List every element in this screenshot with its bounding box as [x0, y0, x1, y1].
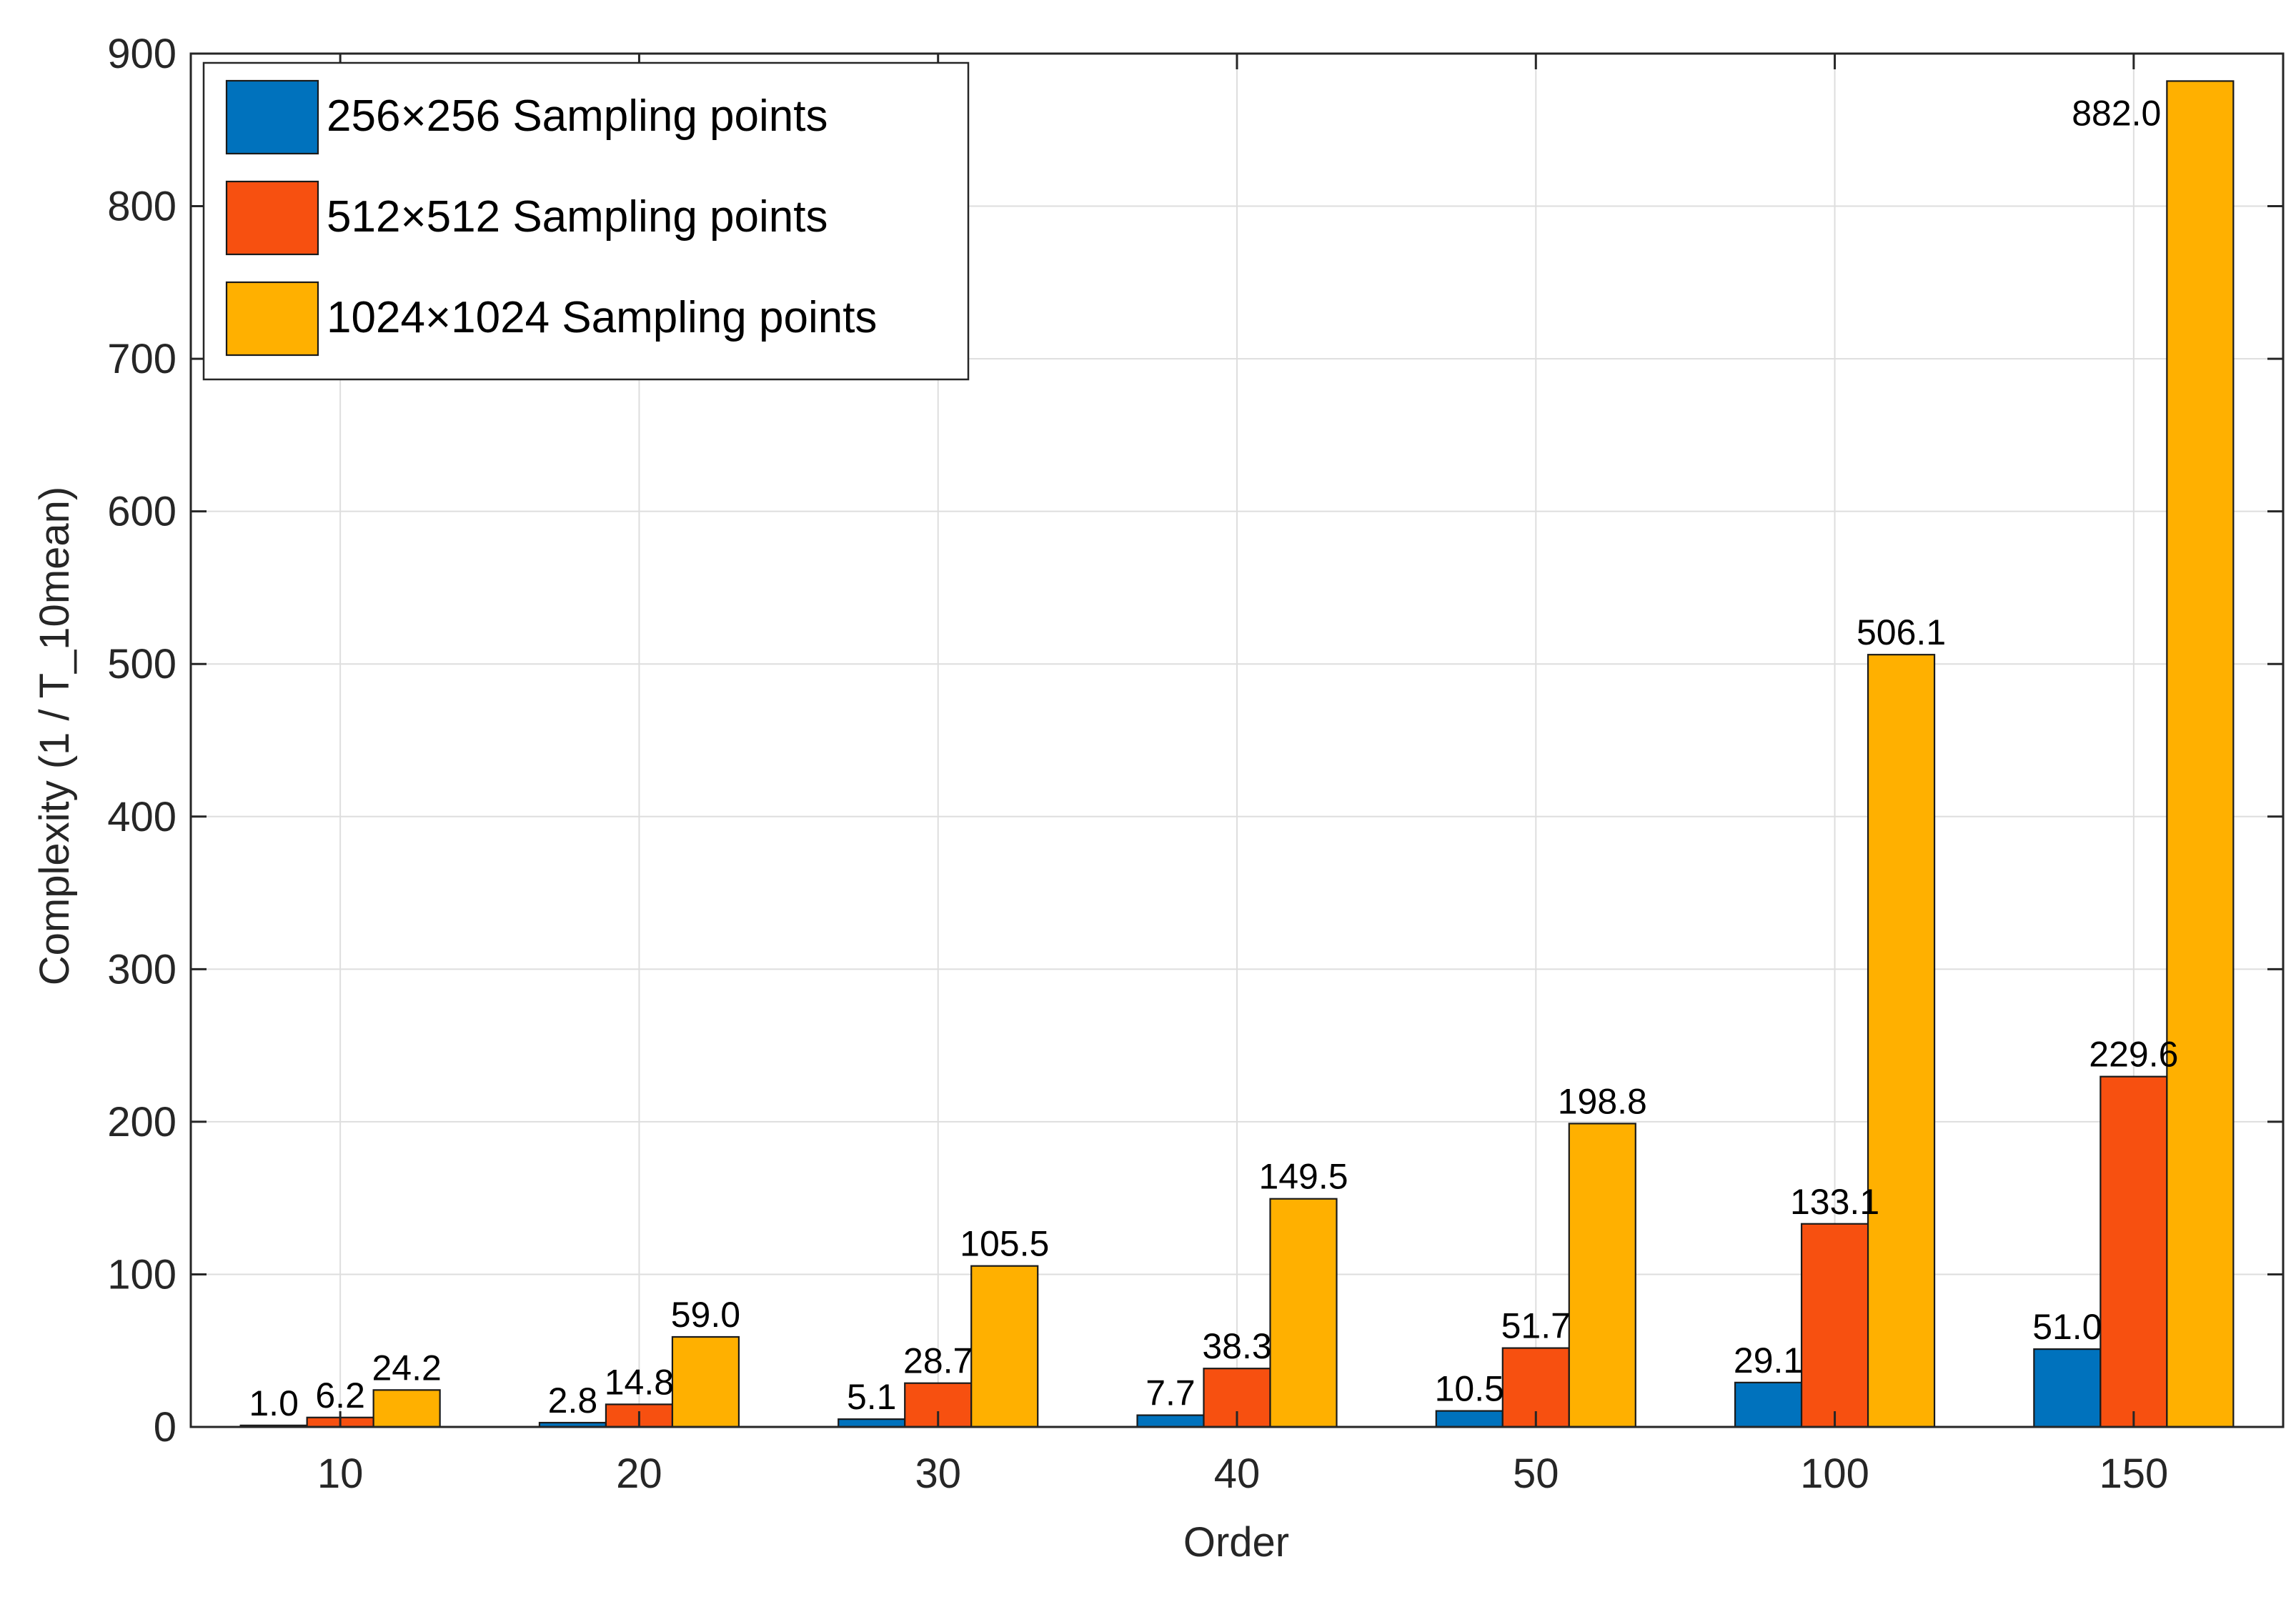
- legend-box: [202, 61, 970, 381]
- bar-series-3: [1568, 1123, 1636, 1428]
- data-label: 24.2: [372, 1348, 441, 1388]
- data-label: 59.0: [671, 1295, 740, 1335]
- y-tick-label: 600: [107, 489, 177, 535]
- bar-series-1: [1734, 1381, 1803, 1428]
- data-labels: 1.0 6.224.2 2.8 14.8 59.0 5.128.7 105.5 7.738.3…: [249, 93, 2178, 1423]
- y-tick-label: 400: [107, 794, 177, 840]
- legend-entry: 256×256 Sampling points: [327, 91, 828, 141]
- y-tick-label: 100: [107, 1251, 177, 1298]
- data-label: 51.0: [2032, 1307, 2102, 1347]
- x-tick-label: 150: [2099, 1451, 2168, 1497]
- bar-series-2: [1800, 1223, 1869, 1428]
- bar-series-1: [1435, 1410, 1504, 1428]
- y-tick-label: 300: [107, 946, 177, 992]
- y-tick-label: 800: [107, 184, 177, 230]
- bar-series-3: [671, 1335, 740, 1428]
- x-tick-label: 10: [317, 1451, 364, 1497]
- data-label: 7.7: [1145, 1373, 1196, 1413]
- y-axis-title: Complexity (1 / T_10mean): [31, 487, 78, 985]
- bar-series-3: [970, 1265, 1039, 1428]
- x-tick-label: 50: [1513, 1451, 1559, 1497]
- data-label: 133.1: [1790, 1182, 1879, 1222]
- bar-series-3: [1867, 654, 1936, 1428]
- data-label: 38.3: [1202, 1326, 1271, 1366]
- data-label: 29.1: [1734, 1340, 1803, 1380]
- y-tick-label: 700: [107, 336, 177, 382]
- bar-series-1: [1136, 1414, 1205, 1428]
- data-label: 28.7: [903, 1341, 973, 1381]
- data-label: 1.0: [249, 1383, 299, 1423]
- x-axis-title: Order: [1183, 1519, 1289, 1566]
- legend-entry: 1024×1024 Sampling points: [327, 293, 877, 342]
- data-label: 149.5: [1258, 1157, 1348, 1197]
- data-label: 51.7: [1501, 1306, 1571, 1346]
- bar-series-1: [838, 1418, 906, 1428]
- plot-frame: [189, 52, 2285, 1428]
- data-label: 105.5: [960, 1224, 1049, 1264]
- x-tick-label: 100: [1800, 1451, 1869, 1497]
- bar-series-3: [2166, 80, 2235, 1428]
- data-label: 229.6: [2089, 1035, 2178, 1075]
- bar-series-3: [372, 1389, 441, 1428]
- data-label: 506.1: [1857, 612, 1946, 652]
- data-label: 6.2: [315, 1375, 365, 1416]
- y-tick-label: 900: [107, 31, 177, 77]
- legend-swatch: [225, 281, 319, 357]
- x-tick-label: 20: [616, 1451, 662, 1497]
- y-tick-label: 200: [107, 1099, 177, 1145]
- axes: 0 100 200 300 400 500 600 700 800 900 10 20 30 40 50 10…: [107, 31, 2285, 1497]
- data-label: 882.0: [2072, 93, 2161, 133]
- x-tick-label: 40: [1214, 1451, 1261, 1497]
- bar-series-3: [1269, 1198, 1338, 1428]
- data-label: 10.5: [1435, 1369, 1504, 1409]
- y-tick-label: 0: [154, 1404, 177, 1451]
- data-label: 198.8: [1558, 1081, 1647, 1121]
- bar-series-2: [2099, 1075, 2168, 1428]
- legend-entry: 512×512 Sampling points: [327, 192, 828, 242]
- bar-series-1: [2033, 1348, 2102, 1428]
- data-label: 5.1: [847, 1377, 897, 1417]
- legend: 256×256 Sampling points 512×512 Sampling …: [202, 61, 970, 381]
- legend-swatch: [225, 180, 319, 256]
- data-label: 14.8: [605, 1362, 674, 1402]
- x-tick-label: 30: [915, 1451, 961, 1497]
- y-tick-label: 500: [107, 641, 177, 687]
- legend-swatch: [225, 79, 319, 155]
- bars: [239, 80, 2235, 1428]
- data-label: 2.8: [548, 1380, 598, 1421]
